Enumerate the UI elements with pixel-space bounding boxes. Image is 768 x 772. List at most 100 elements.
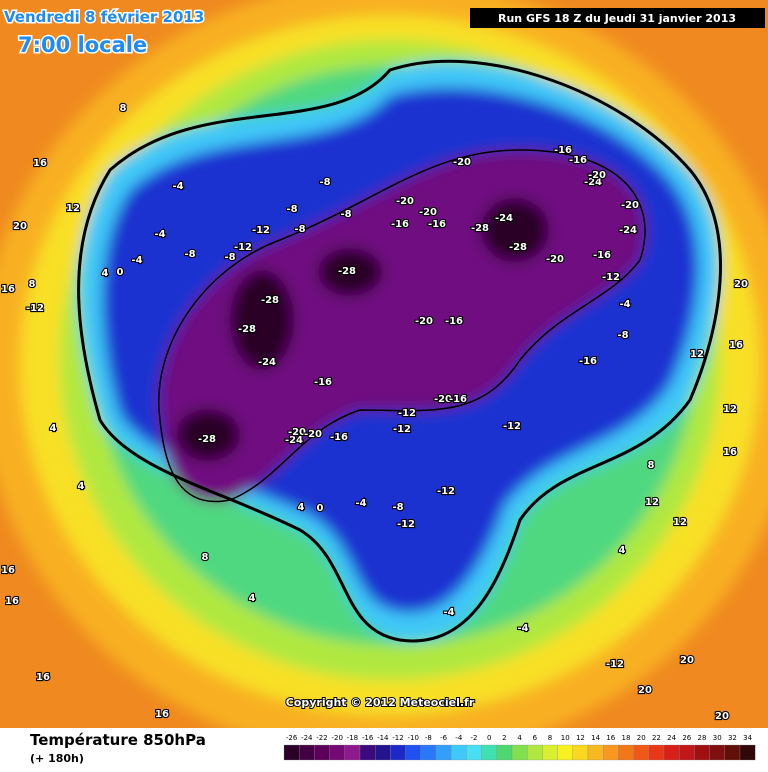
colorbar-label: -8 — [425, 734, 432, 742]
contour-label: 12 — [690, 349, 704, 360]
contour-label: -12 — [606, 659, 624, 670]
contour-label: -24 — [258, 357, 276, 368]
colorbar-label: 4 — [517, 734, 522, 742]
contour-label: 4 — [102, 268, 109, 279]
colorbar-swatch — [314, 744, 330, 761]
colorbar-label: -10 — [407, 734, 418, 742]
contour-label: -20 — [434, 394, 452, 405]
contour-label: -20 — [588, 170, 606, 181]
contour-label: -12 — [602, 272, 620, 283]
contour-label: -4 — [517, 623, 528, 634]
contour-label: -12 — [252, 225, 270, 236]
contour-label: 16 — [5, 596, 19, 607]
colorbar-label: -20 — [331, 734, 342, 742]
contour-label: -20 — [546, 254, 564, 265]
contour-label: -8 — [286, 204, 297, 215]
contour-label: -20 — [288, 427, 306, 438]
contour-label: -12 — [503, 421, 521, 432]
contour-label: 0 — [317, 503, 324, 514]
colorbar-swatch — [283, 744, 300, 761]
field-title: Température 850hPa — [30, 731, 206, 749]
contour-label: -28 — [261, 295, 279, 306]
contour-label: -28 — [338, 266, 356, 277]
contour-label: -20 — [621, 200, 639, 211]
colorbar-swatch — [603, 744, 619, 761]
contour-label: -28 — [471, 223, 489, 234]
colorbar-label: 12 — [576, 734, 585, 742]
contour-label: -16 — [428, 219, 446, 230]
contour-label: -12 — [437, 486, 455, 497]
contour-label: -20 — [415, 316, 433, 327]
colorbar-swatch — [694, 744, 710, 761]
contour-label: 16 — [723, 447, 737, 458]
contour-label: -4 — [154, 229, 165, 240]
contour-label: 12 — [66, 203, 80, 214]
colorbar-label: 22 — [652, 734, 661, 742]
contour-label: -8 — [340, 209, 351, 220]
colorbar-swatch — [420, 744, 437, 761]
colorbar-label: -22 — [316, 734, 327, 742]
colorbar-label: -18 — [347, 734, 358, 742]
contour-label: 8 — [648, 460, 655, 471]
colorbar-label: 26 — [682, 734, 691, 742]
contour-label: 16 — [155, 709, 169, 720]
contour-label: 16 — [36, 672, 50, 683]
contour-label: 8 — [202, 552, 209, 563]
contour-label: -4 — [443, 607, 454, 618]
colorbar-swatch — [527, 744, 543, 761]
colorbar-label: 20 — [637, 734, 646, 742]
colorbar-label: 0 — [487, 734, 491, 742]
contour-label: -8 — [392, 502, 403, 513]
colorbar-label: 34 — [743, 734, 752, 742]
contour-label: -8 — [294, 224, 305, 235]
contour-label: 16 — [1, 284, 15, 295]
colorbar-swatch — [511, 744, 528, 761]
contour-label: -12 — [26, 303, 44, 314]
colorbar-swatch — [648, 744, 665, 761]
contour-label: -8 — [224, 252, 235, 263]
contour-label: 20 — [715, 711, 729, 722]
colorbar-swatch — [359, 744, 376, 761]
colorbar-swatch — [405, 744, 421, 761]
contour-label: -16 — [554, 145, 572, 156]
colorbar-swatch — [618, 744, 634, 761]
colorbar-swatch — [542, 744, 558, 761]
contour-label: 12 — [645, 497, 659, 508]
colorbar-swatch — [587, 744, 604, 761]
colorbar-label: -14 — [377, 734, 389, 742]
contour-label: 16 — [729, 340, 743, 351]
contour-label: 4 — [298, 502, 305, 513]
colorbar-swatch — [435, 744, 452, 761]
contour-label: 20 — [13, 221, 27, 232]
contour-label: -16 — [579, 356, 597, 367]
contour-label: 12 — [723, 404, 737, 415]
contour-label: -20 — [304, 429, 322, 440]
colorbar-label: 2 — [502, 734, 506, 742]
contour-labels: -28-28-28-28-28-28-24-24-24-24-24-20-20-… — [0, 102, 749, 723]
colorbar-label: -16 — [362, 734, 374, 742]
colorbar-swatch — [451, 744, 467, 761]
contour-label: -8 — [319, 177, 330, 188]
contour-label: -12 — [398, 408, 416, 419]
run-box — [470, 8, 765, 28]
contour-label: -12 — [397, 519, 415, 530]
contour-label: -24 — [584, 177, 602, 188]
contour-label: -12 — [234, 242, 252, 253]
contour-label: -4 — [619, 299, 630, 310]
colorbar-label: -24 — [301, 734, 313, 742]
forecast-date: Vendredi 8 février 2013 — [4, 8, 204, 26]
colorbar-swatch — [557, 744, 573, 761]
colorbar-label: 10 — [561, 734, 570, 742]
contour-label: -16 — [445, 316, 463, 327]
colorbar-swatch — [329, 744, 345, 761]
colorbar-swatch — [496, 744, 513, 761]
colorbar-swatch — [375, 744, 391, 761]
contour-label: -4 — [172, 181, 183, 192]
copyright: Copyright © 2012 Meteociel.fr — [286, 696, 475, 709]
contour-label: 4 — [619, 545, 626, 556]
colorbar-swatch — [344, 744, 361, 761]
contour-label: 4 — [78, 481, 85, 492]
colorbar-label: -2 — [471, 734, 478, 742]
contour-label: 4 — [50, 423, 57, 434]
